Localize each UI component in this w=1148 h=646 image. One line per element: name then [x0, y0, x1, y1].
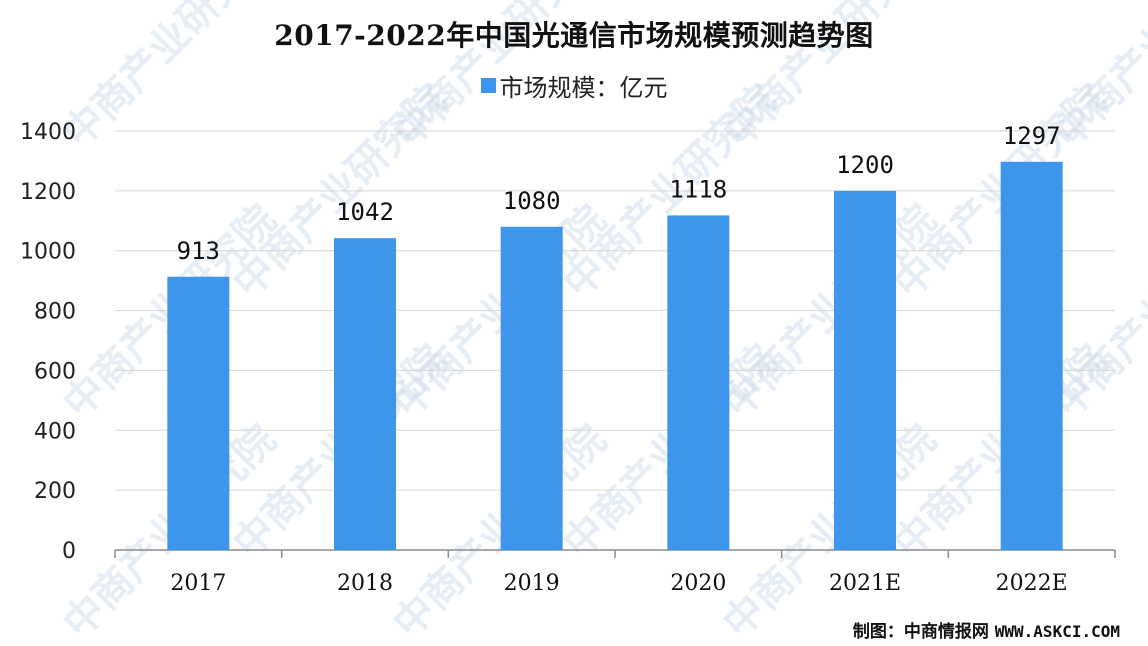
- bar: [334, 238, 396, 550]
- data-label: 1200: [836, 151, 894, 179]
- data-label: 1118: [669, 175, 727, 203]
- y-tick-label: 1400: [20, 120, 76, 145]
- legend-label: 市场规模：亿元: [499, 74, 668, 102]
- source-prefix: 制图：中商情报网: [852, 622, 989, 642]
- y-tick-label: 600: [34, 359, 76, 384]
- y-tick-label: 1000: [20, 240, 76, 265]
- x-tick-label: 2017: [170, 571, 226, 596]
- x-tick-label: 2022E: [996, 571, 1068, 596]
- bar: [667, 215, 730, 551]
- x-tick-label: 2020: [670, 571, 726, 596]
- chart-title: 2017-2022年中国光通信市场规模预测趋势图: [274, 19, 874, 52]
- y-tick-label: 200: [34, 479, 76, 504]
- bar: [167, 276, 230, 550]
- source-credit: 制图：中商情报网 WWW.ASKCI.COM: [853, 617, 1120, 642]
- data-label: 913: [177, 237, 220, 265]
- data-label: 1080: [503, 187, 561, 215]
- y-tick-label: 1200: [20, 180, 76, 205]
- bar: [834, 190, 896, 550]
- x-tick-label: 2021E: [829, 571, 901, 596]
- data-label: 1297: [1003, 122, 1061, 150]
- y-tick-label: 800: [34, 300, 76, 325]
- y-tick-label: 400: [34, 419, 76, 444]
- watermark-text: 中商产业研究院: [885, 77, 1116, 308]
- y-tick-label: 0: [62, 539, 76, 564]
- x-tick-label: 2019: [504, 571, 560, 596]
- legend-swatch: [480, 78, 496, 93]
- source-site: WWW.ASKCI.COM: [994, 622, 1120, 641]
- chart-legend: 市场规模：亿元: [0, 68, 1148, 103]
- bar: [500, 226, 563, 550]
- bar: [1000, 161, 1063, 551]
- data-label: 1042: [336, 198, 394, 226]
- x-tick-label: 2018: [337, 571, 393, 596]
